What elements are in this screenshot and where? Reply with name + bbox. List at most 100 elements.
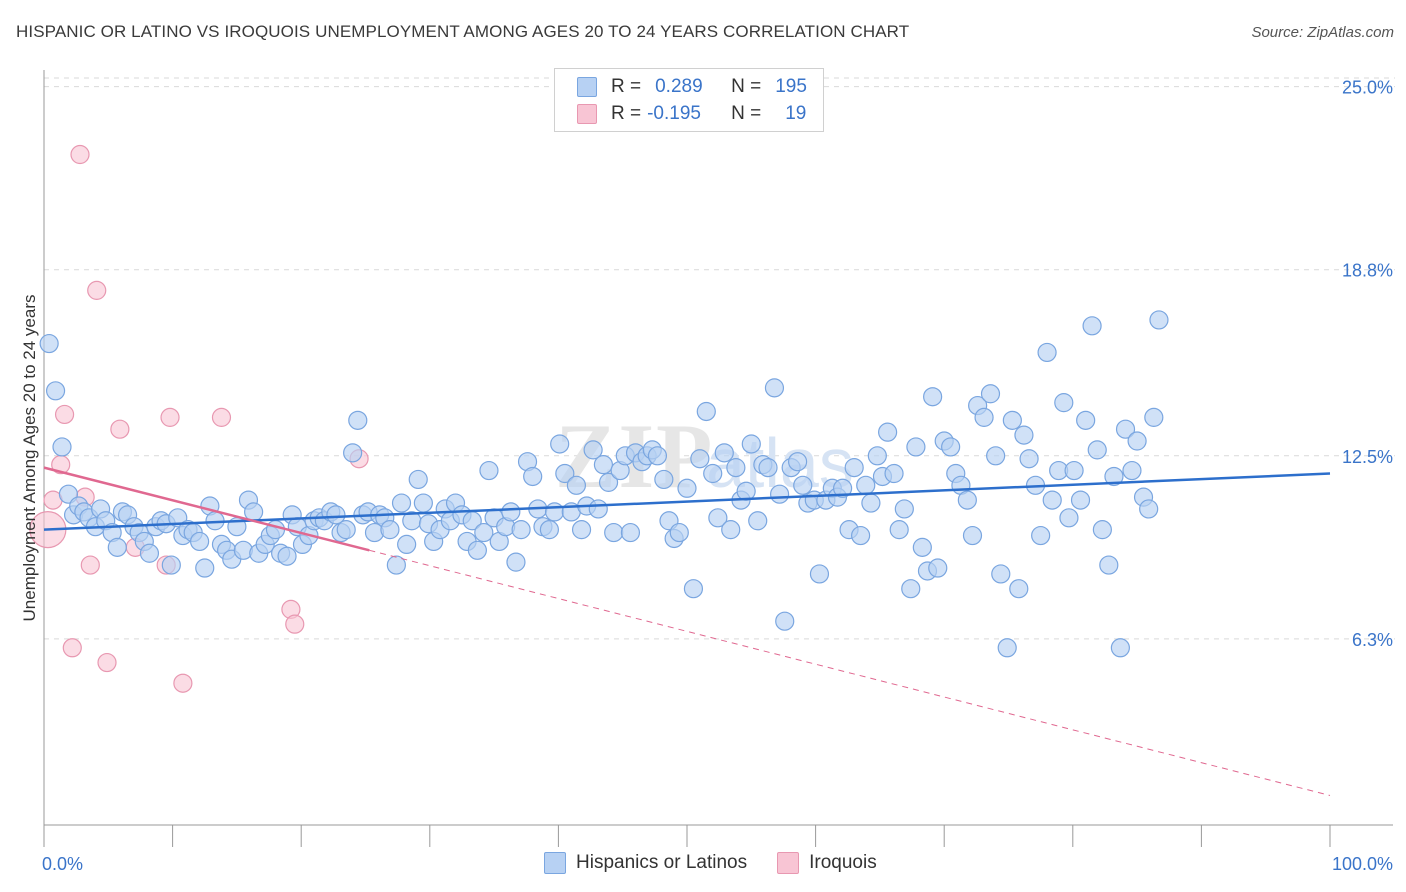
hispanic-point: [501, 502, 521, 522]
legend-swatch-blue: [577, 77, 597, 97]
hispanic-point: [928, 558, 948, 578]
hispanic-point: [348, 410, 368, 430]
legend-r-label: R =: [611, 76, 642, 97]
hispanic-point: [669, 522, 689, 543]
hispanic-point: [1092, 520, 1112, 540]
legend-item-iroquois[interactable]: Iroquois: [777, 852, 877, 874]
hispanic-point: [1037, 342, 1057, 363]
hispanic-point: [1082, 316, 1102, 336]
hispanic-point: [479, 460, 499, 481]
axis-layer: [43, 70, 1393, 847]
iroquois-trend-extension: [369, 549, 1331, 796]
hispanic-point: [1054, 393, 1074, 413]
legend-r-value: -0.195: [647, 103, 701, 124]
y-tick-label: 12.5%: [1342, 447, 1393, 467]
iroquois-point: [173, 673, 193, 693]
hispanic-point: [1115, 419, 1136, 439]
hispanic-point: [962, 525, 983, 546]
hispanic-point: [343, 443, 363, 463]
hispanic-point: [974, 407, 994, 427]
hispanic-point: [764, 378, 785, 398]
legend-n-value: 195: [775, 76, 807, 97]
hispanic-point: [906, 437, 926, 457]
hispanic-point: [1149, 310, 1169, 330]
hispanic-point: [1139, 499, 1159, 519]
hispanic-point: [844, 458, 864, 478]
hispanic-point: [1042, 490, 1062, 510]
hispanic-point: [793, 475, 813, 495]
legend-row-iroquois: R = -0.195 N = 19: [577, 102, 806, 126]
tick-labels: 6.3% 12.5% 18.8% 25.0% 0.0% 100.0%: [42, 78, 1393, 874]
legend-row-hispanic: R = 0.289 N = 195: [577, 75, 807, 99]
hispanic-point: [690, 449, 710, 469]
hispanic-point: [139, 543, 160, 563]
x-tick-label: 0.0%: [42, 854, 83, 874]
hispanic-point: [677, 478, 697, 498]
hispanic-point: [1002, 410, 1022, 430]
hispanic-point: [190, 531, 210, 552]
hispanic-point: [1076, 410, 1096, 430]
hispanic-point: [991, 564, 1011, 584]
hispanic-point: [867, 446, 887, 466]
hispanic-point: [550, 434, 570, 454]
hispanic-point: [1104, 466, 1124, 487]
hispanic-point: [787, 452, 808, 472]
hispanic-point: [683, 579, 704, 599]
hispanic-point: [1099, 555, 1119, 575]
hispanic-point: [52, 437, 72, 457]
hispanic-point: [386, 555, 406, 575]
legend-item-hispanic[interactable]: Hispanics or Latinos: [544, 852, 747, 874]
x-tick-label: 100.0%: [1332, 854, 1393, 874]
hispanic-point: [511, 520, 531, 540]
hispanic-points: [39, 310, 1169, 658]
hispanic-point: [1127, 431, 1147, 451]
correlation-legend: R = 0.289 N = 195 R = -0.195 N = 19: [554, 68, 824, 132]
hispanic-point: [45, 381, 66, 401]
hispanic-point: [620, 522, 641, 543]
legend-label-hispanic: Hispanics or Latinos: [576, 852, 748, 873]
hispanic-point: [1009, 579, 1029, 599]
hispanic-point: [775, 611, 795, 631]
hispanic-point: [467, 540, 487, 560]
hispanic-point: [894, 499, 914, 519]
hispanic-point: [878, 422, 898, 442]
hispanic-point: [957, 490, 977, 510]
iroquois-point: [80, 555, 100, 575]
legend-label-iroquois: Iroquois: [809, 852, 877, 873]
hispanic-point: [506, 552, 526, 572]
hispanic-point: [708, 508, 728, 528]
legend-swatch-blue: [544, 852, 566, 874]
hispanic-point: [571, 520, 592, 540]
chart-title: HISPANIC OR LATINO VS IROQUOIS UNEMPLOYM…: [16, 22, 910, 41]
legend-n-label: N =: [731, 76, 762, 97]
hispanic-point: [647, 446, 668, 466]
hispanic-point: [901, 579, 921, 599]
hispanic-point: [265, 520, 286, 540]
hispanic-point: [726, 458, 746, 478]
iroquois-point: [62, 638, 82, 658]
hispanic-point: [336, 520, 356, 540]
hispanic-point: [1087, 440, 1107, 460]
hispanic-point: [1059, 508, 1079, 528]
hispanic-point: [703, 463, 723, 484]
hispanic-point: [593, 455, 614, 475]
legend-r-label: R =: [611, 103, 642, 124]
hispanic-point: [923, 387, 943, 407]
hispanic-point: [583, 440, 603, 460]
iroquois-point: [160, 407, 180, 427]
y-tick-label: 6.3%: [1352, 630, 1393, 650]
hispanic-point: [1064, 460, 1084, 481]
hispanic-point: [277, 546, 297, 566]
legend-swatch-pink: [777, 852, 800, 874]
hispanic-point: [408, 469, 428, 490]
hispanic-point: [851, 525, 871, 546]
hispanic-point: [326, 505, 346, 525]
chart-source: Source: ZipAtlas.com: [1251, 24, 1394, 41]
hispanic-point: [544, 502, 565, 522]
hispanic-point: [861, 493, 881, 513]
hispanic-point: [912, 537, 932, 557]
iroquois-point: [285, 614, 305, 634]
hispanic-point: [721, 520, 741, 540]
hispanic-point: [980, 384, 1001, 404]
